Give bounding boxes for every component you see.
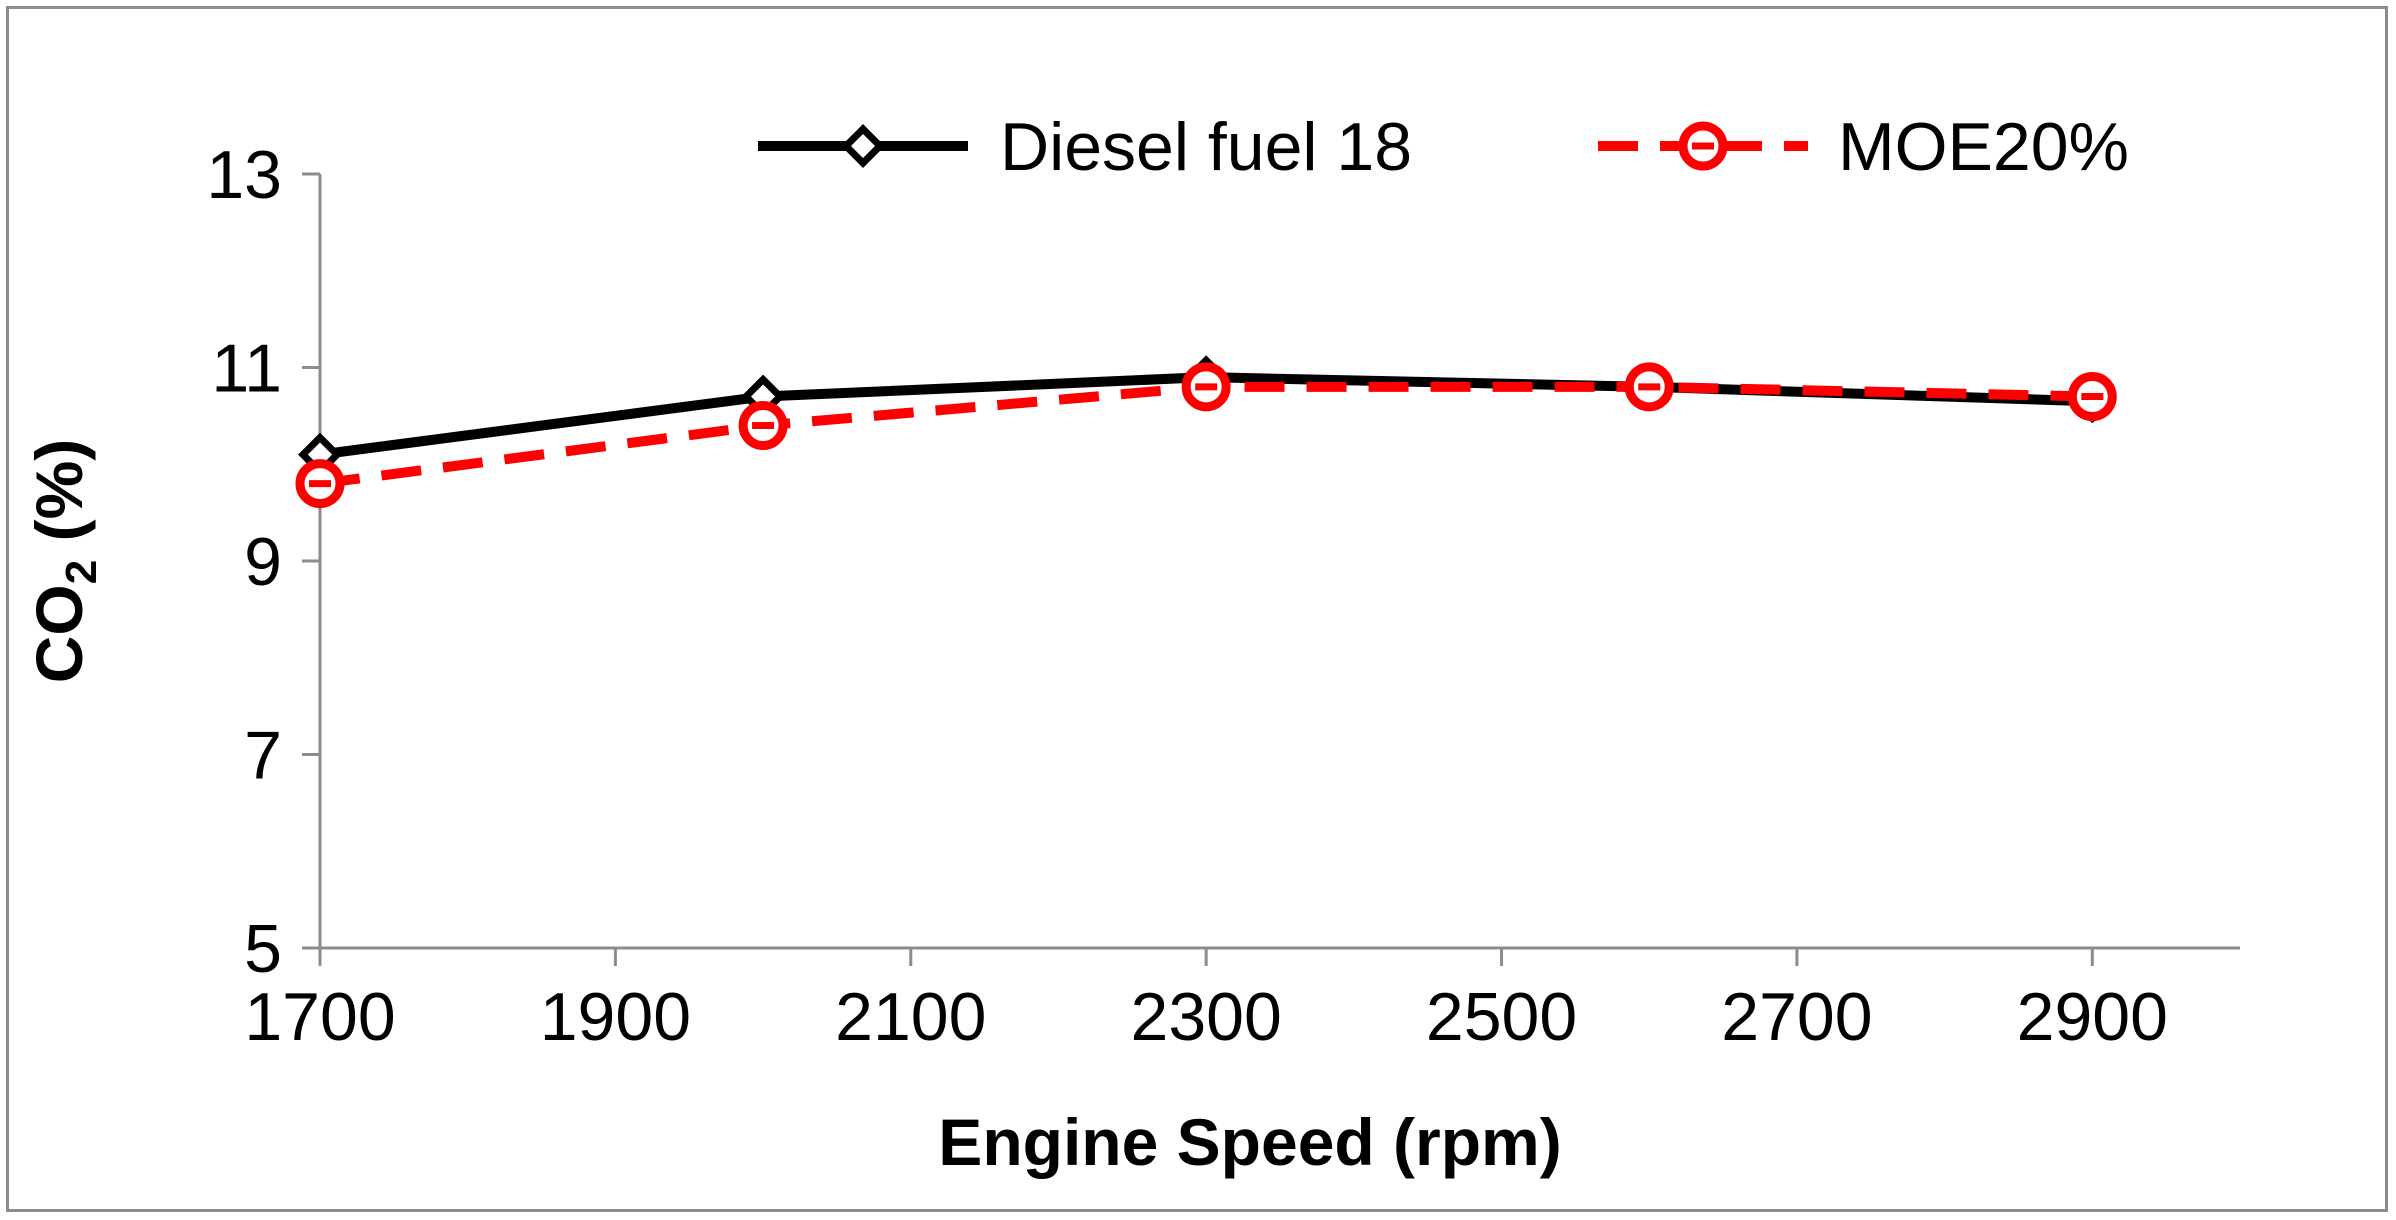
- x-tick-label: 2300: [1131, 979, 1282, 1055]
- chart-frame: [6, 6, 2388, 1212]
- legend-marker-diesel: [841, 124, 885, 168]
- y-axis-title-main: CO: [22, 584, 96, 683]
- y-tick-label: 9: [244, 524, 282, 600]
- legend: Diesel fuel 18 MOE20%: [758, 109, 2129, 185]
- legend-label-moe20: MOE20%: [1838, 109, 2129, 185]
- legend-marker-moe20: [1678, 121, 1728, 171]
- y-axis-title: CO2 (%): [22, 439, 106, 683]
- x-tick-label: 1900: [540, 979, 691, 1055]
- x-tick-label: 2100: [835, 979, 986, 1055]
- x-axis-title: Engine Speed (rpm): [938, 1105, 1561, 1179]
- series-1: [295, 362, 2117, 509]
- y-tick-label: 7: [244, 718, 282, 794]
- series: [295, 355, 2117, 509]
- ticks: 1700 1900 2100 2300 2500 2700 2900 5 7 9 11 13: [206, 137, 2168, 1055]
- x-tick-label: 2900: [2017, 979, 2168, 1055]
- y-tick-label: 5: [244, 911, 282, 987]
- legend-item-diesel: Diesel fuel 18: [758, 109, 1412, 185]
- x-tick-label: 1700: [244, 979, 395, 1055]
- legend-item-moe20: MOE20%: [1598, 109, 2129, 185]
- y-axis-title-suffix: (%): [22, 439, 96, 560]
- x-tick-label: 2700: [1721, 979, 1872, 1055]
- legend-label-diesel: Diesel fuel 18: [1000, 109, 1412, 185]
- legend-marker-shape: [841, 124, 885, 168]
- x-tick-label: 2500: [1426, 979, 1577, 1055]
- axes: [318, 174, 2240, 950]
- y-tick-label: 13: [206, 137, 282, 213]
- y-tick-label: 11: [211, 331, 282, 407]
- y-axis-title-subscript: 2: [57, 560, 106, 584]
